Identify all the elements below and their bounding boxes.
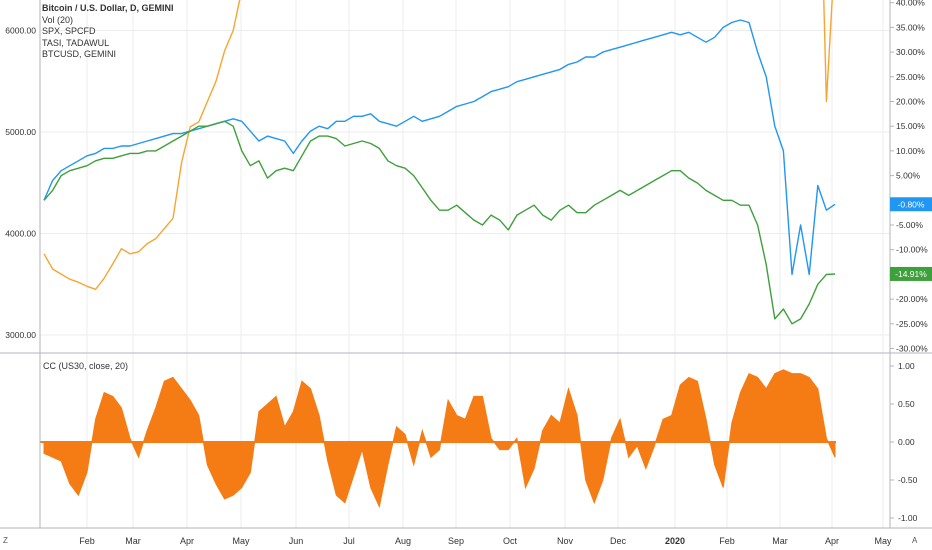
x-tick-label: Aug: [395, 536, 411, 546]
legend-title[interactable]: Bitcoin / U.S. Dollar, D, GEMINI: [42, 3, 174, 13]
cc-area: [43, 369, 836, 509]
left-tick-label: 3000.00: [5, 330, 36, 340]
right-tick-label: -25.00%: [896, 319, 928, 329]
osc-tick-label: -0.50: [898, 475, 918, 485]
right-tick-label: 25.00%: [896, 72, 925, 82]
oscillator-layer: [40, 369, 836, 509]
x-tick-label: Mar: [125, 536, 141, 546]
main-legend: Bitcoin / U.S. Dollar, D, GEMINI Vol (20…: [42, 3, 174, 61]
x-tick-label: Feb: [79, 536, 95, 546]
x-tick-label: Feb: [719, 536, 735, 546]
legend-item-vol[interactable]: Vol (20): [42, 14, 74, 25]
right-tick-label: 10.00%: [896, 146, 925, 156]
x-tick-label: May: [232, 536, 250, 546]
x-tick-label: Sep: [448, 536, 464, 546]
series-layer: [43, 0, 836, 325]
percent-badge: -0.80%: [898, 199, 925, 209]
badge-layer: 6791.42-0.80%-14.91%: [890, 197, 932, 281]
left-tick-label: 6000.00: [5, 26, 36, 36]
right-tick-label: -30.00%: [896, 344, 928, 354]
osc-tick-label: -1.00: [898, 513, 918, 523]
timezone-button[interactable]: Z: [3, 536, 8, 545]
percent-badge-bg: [890, 197, 932, 212]
x-tick-label: Oct: [503, 536, 518, 546]
plot-background: [40, 0, 890, 550]
btcusd-line: [43, 0, 833, 290]
right-tick-label: 20.00%: [896, 97, 925, 107]
x-tick-label: Jul: [343, 536, 355, 546]
percent-badge: -14.91%: [895, 269, 927, 279]
right-tick-label: 15.00%: [896, 121, 925, 131]
right-tick-label: 40.00%: [896, 0, 925, 8]
left-tick-label: 4000.00: [5, 229, 36, 239]
left-tick-label: 5000.00: [5, 127, 36, 137]
right-tick-label: 35.00%: [896, 22, 925, 32]
right-tick-label: -20.00%: [896, 294, 928, 304]
tasi-line: [43, 120, 836, 325]
right-tick-label: 5.00%: [896, 171, 921, 181]
x-tick-label: Jun: [289, 536, 304, 546]
x-tick-label: 2020: [665, 536, 685, 546]
x-tick-label: Apr: [180, 536, 194, 546]
x-tick-label: May: [874, 536, 892, 546]
right-tick-label: 30.00%: [896, 47, 925, 57]
x-tick-label: Dec: [610, 536, 627, 546]
x-tick-label: Mar: [772, 536, 788, 546]
x-tick-label: Apr: [825, 536, 839, 546]
right-tick-label: -10.00%: [896, 245, 928, 255]
percent-badge-bg: [890, 266, 932, 281]
grid-layer: [40, 0, 890, 550]
spx-line: [43, 19, 836, 276]
legend-item-btcusd[interactable]: BTCUSD, GEMINI: [42, 49, 117, 59]
x-tick-label: Nov: [557, 536, 574, 546]
right-tick-label: -5.00%: [896, 220, 923, 230]
oscillator-legend[interactable]: CC (US30, close, 20): [43, 361, 129, 371]
osc-tick-label: 1.00: [898, 361, 915, 371]
osc-tick-label: 0.00: [898, 437, 915, 447]
legend-item-tasi[interactable]: TASI, TADAWUL: [42, 37, 110, 48]
auto-scale-button[interactable]: A: [912, 536, 918, 545]
osc-tick-label: 0.50: [898, 399, 915, 409]
legend-item-spx[interactable]: SPX, SPCFD: [42, 26, 96, 36]
